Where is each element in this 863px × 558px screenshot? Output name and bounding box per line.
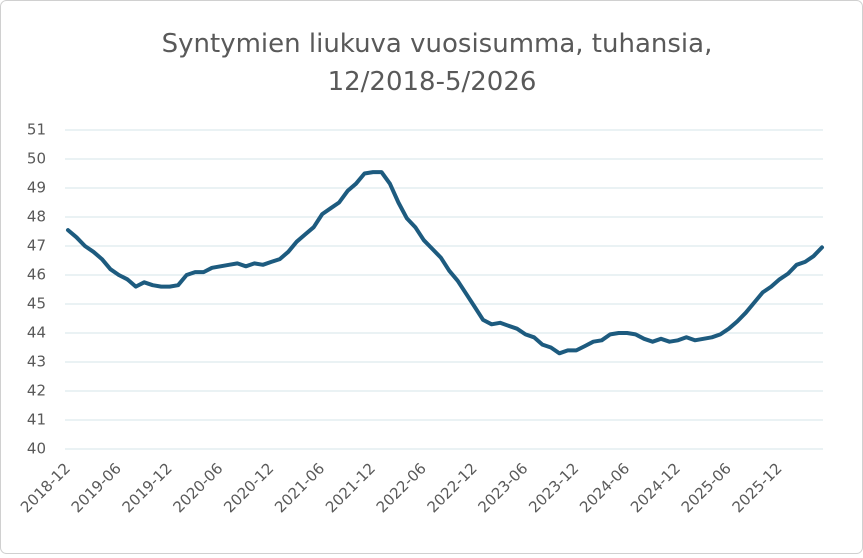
y-tick-label: 49 — [27, 179, 46, 197]
y-tick-label: 44 — [27, 324, 46, 342]
y-tick-label: 47 — [27, 237, 46, 255]
data-line — [66, 170, 824, 356]
chart-title: Syntymien liukuva vuosisumma, tuhansia, — [162, 29, 713, 59]
y-tick-label: 41 — [27, 411, 46, 429]
y-tick-label: 48 — [27, 208, 46, 226]
y-tick-label: 51 — [27, 121, 46, 139]
y-tick-label: 45 — [27, 295, 46, 313]
y-tick-label: 50 — [27, 150, 46, 168]
chart-title: 12/2018-5/2026 — [328, 67, 537, 97]
y-tick-label: 43 — [27, 353, 46, 371]
y-tick-label: 42 — [27, 382, 46, 400]
y-tick-label: 40 — [27, 440, 46, 458]
y-tick-label: 46 — [27, 266, 46, 284]
